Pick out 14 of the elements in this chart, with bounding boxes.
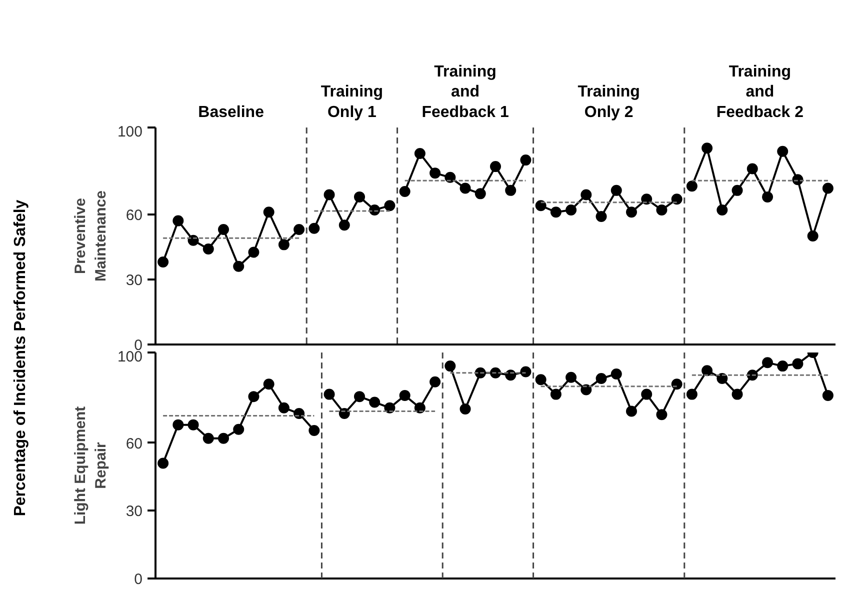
y-tick-label: 30	[126, 272, 143, 289]
y-tick-label: 60	[126, 206, 143, 224]
y-tick-label: 0	[134, 571, 142, 588]
text: Training and Feedback 2	[716, 63, 804, 122]
text: Training Only 1	[320, 84, 384, 122]
y-axis-title: Light Equipment Repair	[72, 406, 110, 525]
y-tick-label: 30	[126, 503, 143, 520]
text: Baseline	[198, 104, 264, 122]
text: Training and Feedback 1	[422, 63, 509, 122]
text: Training Only 2	[578, 84, 640, 122]
y-axis-title: Preventive Maintenance	[72, 190, 110, 282]
text: Percentage of Incidents Performed Safely	[12, 200, 29, 516]
y-tick-label: 60	[126, 435, 143, 452]
y-tick-label: 100	[117, 124, 143, 140]
